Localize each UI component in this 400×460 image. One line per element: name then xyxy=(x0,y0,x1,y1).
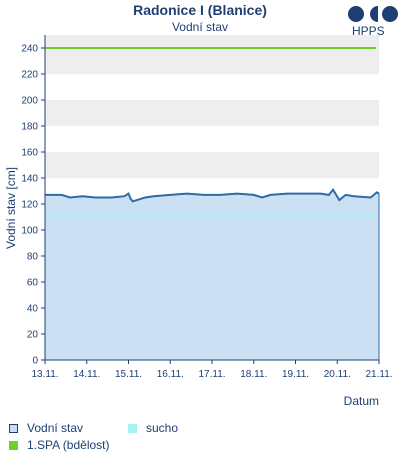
x-tick-label: 18.11. xyxy=(240,369,267,380)
y-tick-label: 160 xyxy=(21,148,38,159)
chart-title: Radonice I (Blanice) xyxy=(133,2,267,18)
water-level-chart: 0 20 40 60 80 100 120 140 160 180 200 220 240 13.11.… xyxy=(4,35,393,408)
y-tick-label: 120 xyxy=(21,200,38,211)
y-tick-label: 240 xyxy=(21,44,38,55)
y-tick-label: 0 xyxy=(32,356,38,367)
x-axis-label: Datum xyxy=(344,394,379,408)
legend-swatch-sucho xyxy=(128,424,137,433)
water-level-area xyxy=(45,189,379,360)
legend-label: sucho xyxy=(146,421,179,435)
legend-swatch-vodni-stav xyxy=(9,424,18,433)
x-tick-label: 21.11. xyxy=(365,369,392,380)
legend-item-spa: 1.SPA (bdělost) xyxy=(9,438,110,452)
y-tick-label: 140 xyxy=(21,174,38,185)
chart-subtitle: Vodní stav xyxy=(171,20,229,34)
y-axis-label: Vodní stav [cm] xyxy=(4,167,18,249)
y-tick-label: 220 xyxy=(21,70,38,81)
x-tick-label: 13.11. xyxy=(31,369,58,380)
x-tick-label: 19.11. xyxy=(282,369,309,380)
water-level-line xyxy=(45,187,380,203)
x-tick-label: 16.11. xyxy=(157,369,184,380)
y-tick-label: 60 xyxy=(27,278,39,289)
y-tick-label: 20 xyxy=(27,330,39,341)
grid-band xyxy=(45,48,379,74)
y-tick-label: 200 xyxy=(21,96,38,107)
x-tick-label: 14.11. xyxy=(73,369,100,380)
x-tick-label: 17.11. xyxy=(198,369,225,380)
y-tick-label: 80 xyxy=(27,252,39,263)
grid-band xyxy=(45,152,379,178)
x-tick-label: 15.11. xyxy=(115,369,142,380)
legend-label: 1.SPA (bdělost) xyxy=(27,438,110,452)
x-tick-label: 20.11. xyxy=(324,369,351,380)
y-tick-label: 40 xyxy=(27,304,39,315)
legend-swatch-spa xyxy=(9,441,18,450)
legend-label: Vodní stav xyxy=(27,421,84,435)
legend-item-sucho: sucho xyxy=(128,421,178,435)
grid-band xyxy=(45,35,379,48)
grid-band xyxy=(45,100,379,126)
y-tick-label: 100 xyxy=(21,226,38,237)
logo-text: HPPS xyxy=(352,24,385,38)
y-tick-label: 180 xyxy=(21,122,38,133)
legend-item-vodni-stav: Vodní stav xyxy=(9,421,83,435)
hpps-logo-icon xyxy=(348,6,398,22)
